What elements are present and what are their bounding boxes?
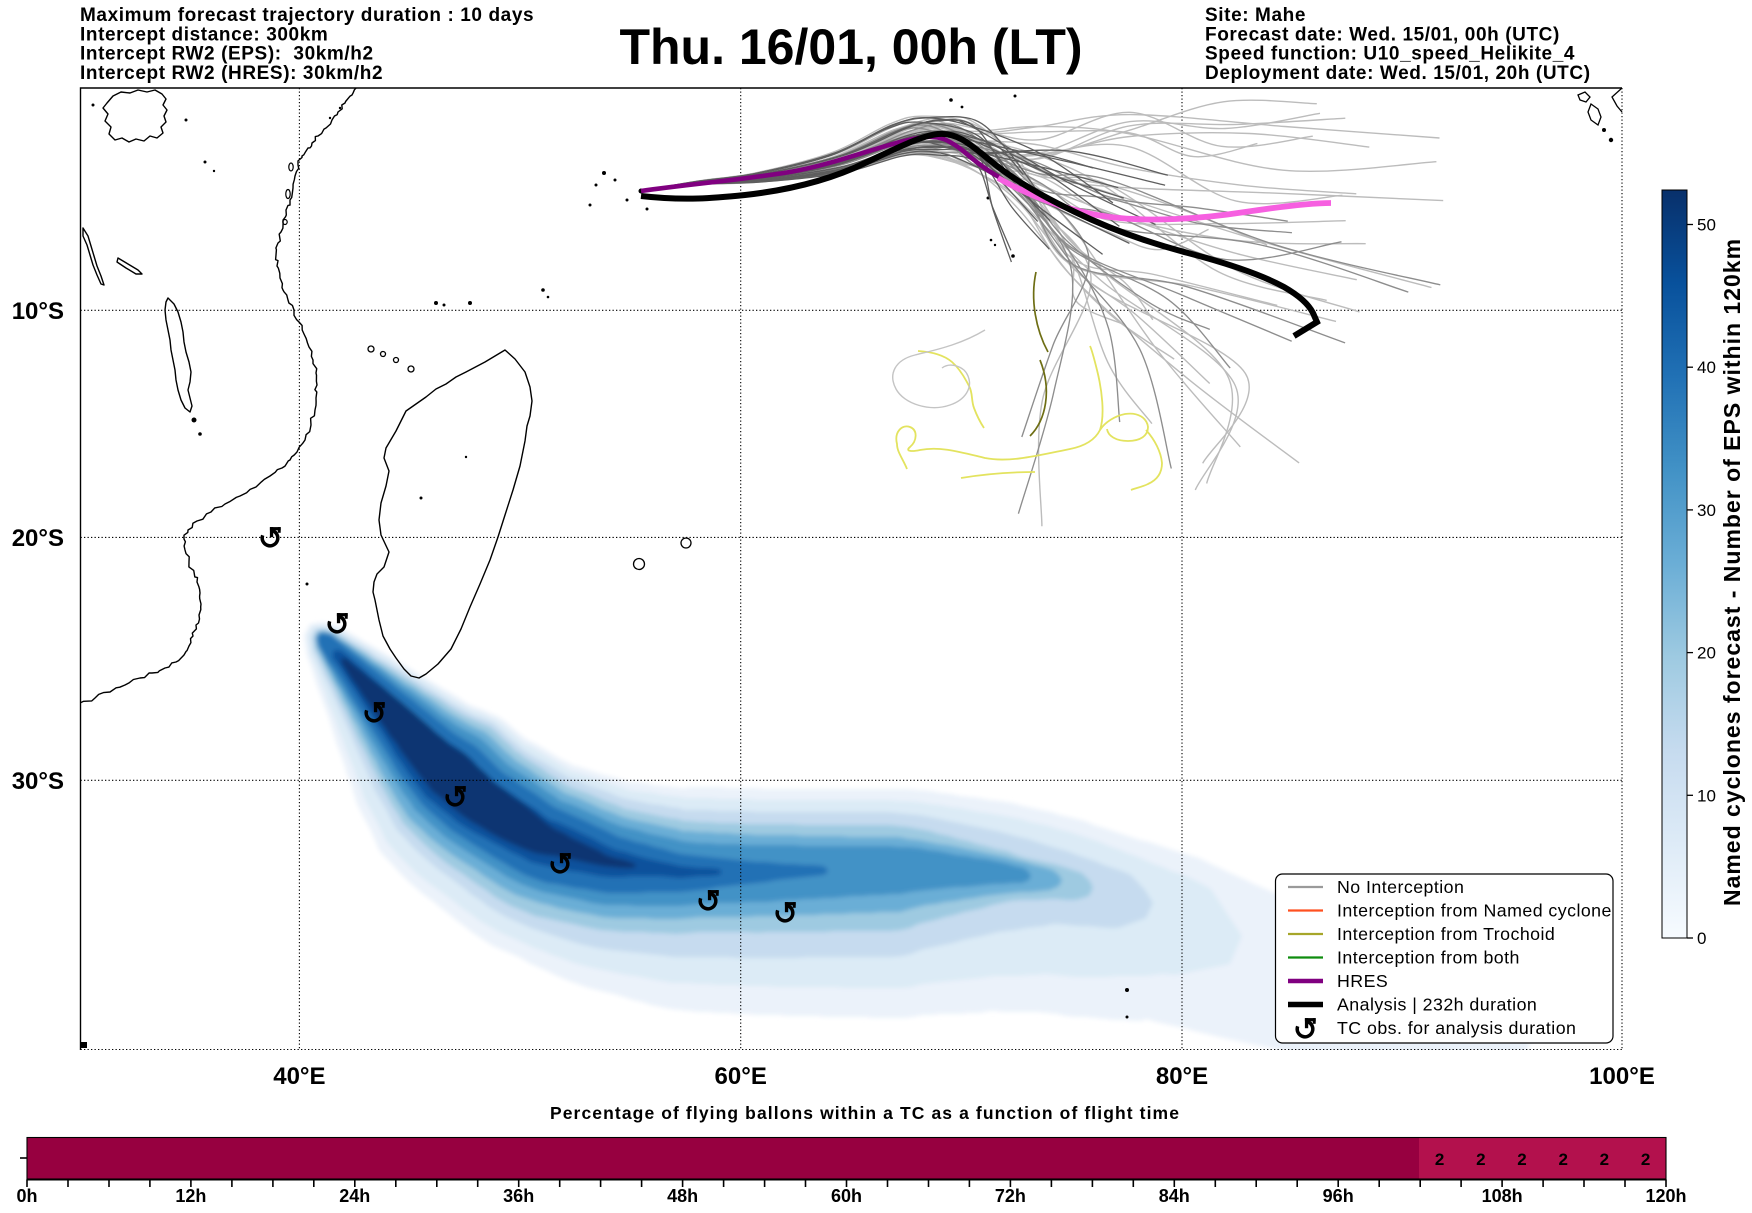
svg-text:36h: 36h bbox=[503, 1186, 534, 1206]
svg-text:50: 50 bbox=[1697, 216, 1716, 235]
svg-text:60h: 60h bbox=[831, 1186, 862, 1206]
svg-text:2: 2 bbox=[1476, 1150, 1485, 1169]
svg-text:Maximum forecast trajectory du: Maximum forecast trajectory duration : 1… bbox=[80, 5, 534, 26]
svg-text:40°E: 40°E bbox=[273, 1063, 325, 1090]
svg-text:No Interception: No Interception bbox=[1337, 877, 1464, 897]
svg-text:Intercept RW2 (EPS): 30km/h2: Intercept RW2 (EPS): 30km/h2 bbox=[80, 44, 374, 65]
svg-text:24h: 24h bbox=[339, 1186, 370, 1206]
svg-text:Thu. 16/01, 00h (LT): Thu. 16/01, 00h (LT) bbox=[619, 19, 1082, 75]
svg-text:80°E: 80°E bbox=[1156, 1063, 1208, 1090]
svg-text:2: 2 bbox=[1600, 1150, 1609, 1169]
svg-text:72h: 72h bbox=[995, 1186, 1026, 1206]
svg-text:30°S: 30°S bbox=[12, 768, 64, 795]
svg-text:Site: Mahe: Site: Mahe bbox=[1205, 5, 1306, 26]
svg-text:10: 10 bbox=[1697, 786, 1716, 805]
svg-text:30: 30 bbox=[1697, 501, 1716, 520]
svg-text:12h: 12h bbox=[175, 1186, 206, 1206]
svg-text:0: 0 bbox=[1697, 929, 1706, 948]
svg-text:2: 2 bbox=[1435, 1150, 1444, 1169]
svg-text:96h: 96h bbox=[1323, 1186, 1354, 1206]
svg-text:2: 2 bbox=[1558, 1150, 1567, 1169]
svg-text:108h: 108h bbox=[1482, 1186, 1523, 1206]
svg-text:HRES: HRES bbox=[1337, 971, 1388, 991]
svg-text:Named cyclones forecast - Numb: Named cyclones forecast - Number of EPS … bbox=[1719, 238, 1745, 906]
svg-text:20°S: 20°S bbox=[12, 525, 64, 552]
svg-text:100°E: 100°E bbox=[1589, 1063, 1655, 1090]
svg-text:2: 2 bbox=[1641, 1150, 1650, 1169]
svg-text:Interception from Trochoid: Interception from Trochoid bbox=[1337, 924, 1555, 944]
svg-text:Speed function: U10_speed_Heli: Speed function: U10_speed_Helikite_4 bbox=[1205, 44, 1575, 65]
svg-text:84h: 84h bbox=[1159, 1186, 1190, 1206]
svg-text:20: 20 bbox=[1697, 644, 1716, 663]
svg-text:Interception from both: Interception from both bbox=[1337, 948, 1520, 968]
svg-text:48h: 48h bbox=[667, 1186, 698, 1206]
svg-text:Percentage of flying ballons w: Percentage of flying ballons within a TC… bbox=[550, 1103, 1180, 1123]
svg-text:Forecast date: Wed. 15/01, 00h: Forecast date: Wed. 15/01, 00h (UTC) bbox=[1205, 24, 1560, 45]
svg-text:120h: 120h bbox=[1645, 1186, 1686, 1206]
svg-text:2: 2 bbox=[1517, 1150, 1526, 1169]
svg-text:Interception from Named cyclon: Interception from Named cyclone bbox=[1337, 901, 1612, 921]
svg-text:Analysis | 232h duration: Analysis | 232h duration bbox=[1337, 995, 1537, 1015]
svg-text:TC obs. for analysis duration: TC obs. for analysis duration bbox=[1337, 1018, 1576, 1038]
svg-text:Intercept distance: 300km: Intercept distance: 300km bbox=[80, 24, 328, 45]
svg-text:40: 40 bbox=[1697, 358, 1716, 377]
svg-text:60°E: 60°E bbox=[715, 1063, 767, 1090]
svg-text:Deployment date: Wed. 15/01, 2: Deployment date: Wed. 15/01, 20h (UTC) bbox=[1205, 63, 1591, 84]
svg-text:10°S: 10°S bbox=[12, 298, 64, 325]
svg-text:0h: 0h bbox=[16, 1186, 37, 1206]
svg-text:Intercept RW2 (HRES): 30km/h2: Intercept RW2 (HRES): 30km/h2 bbox=[80, 63, 383, 84]
